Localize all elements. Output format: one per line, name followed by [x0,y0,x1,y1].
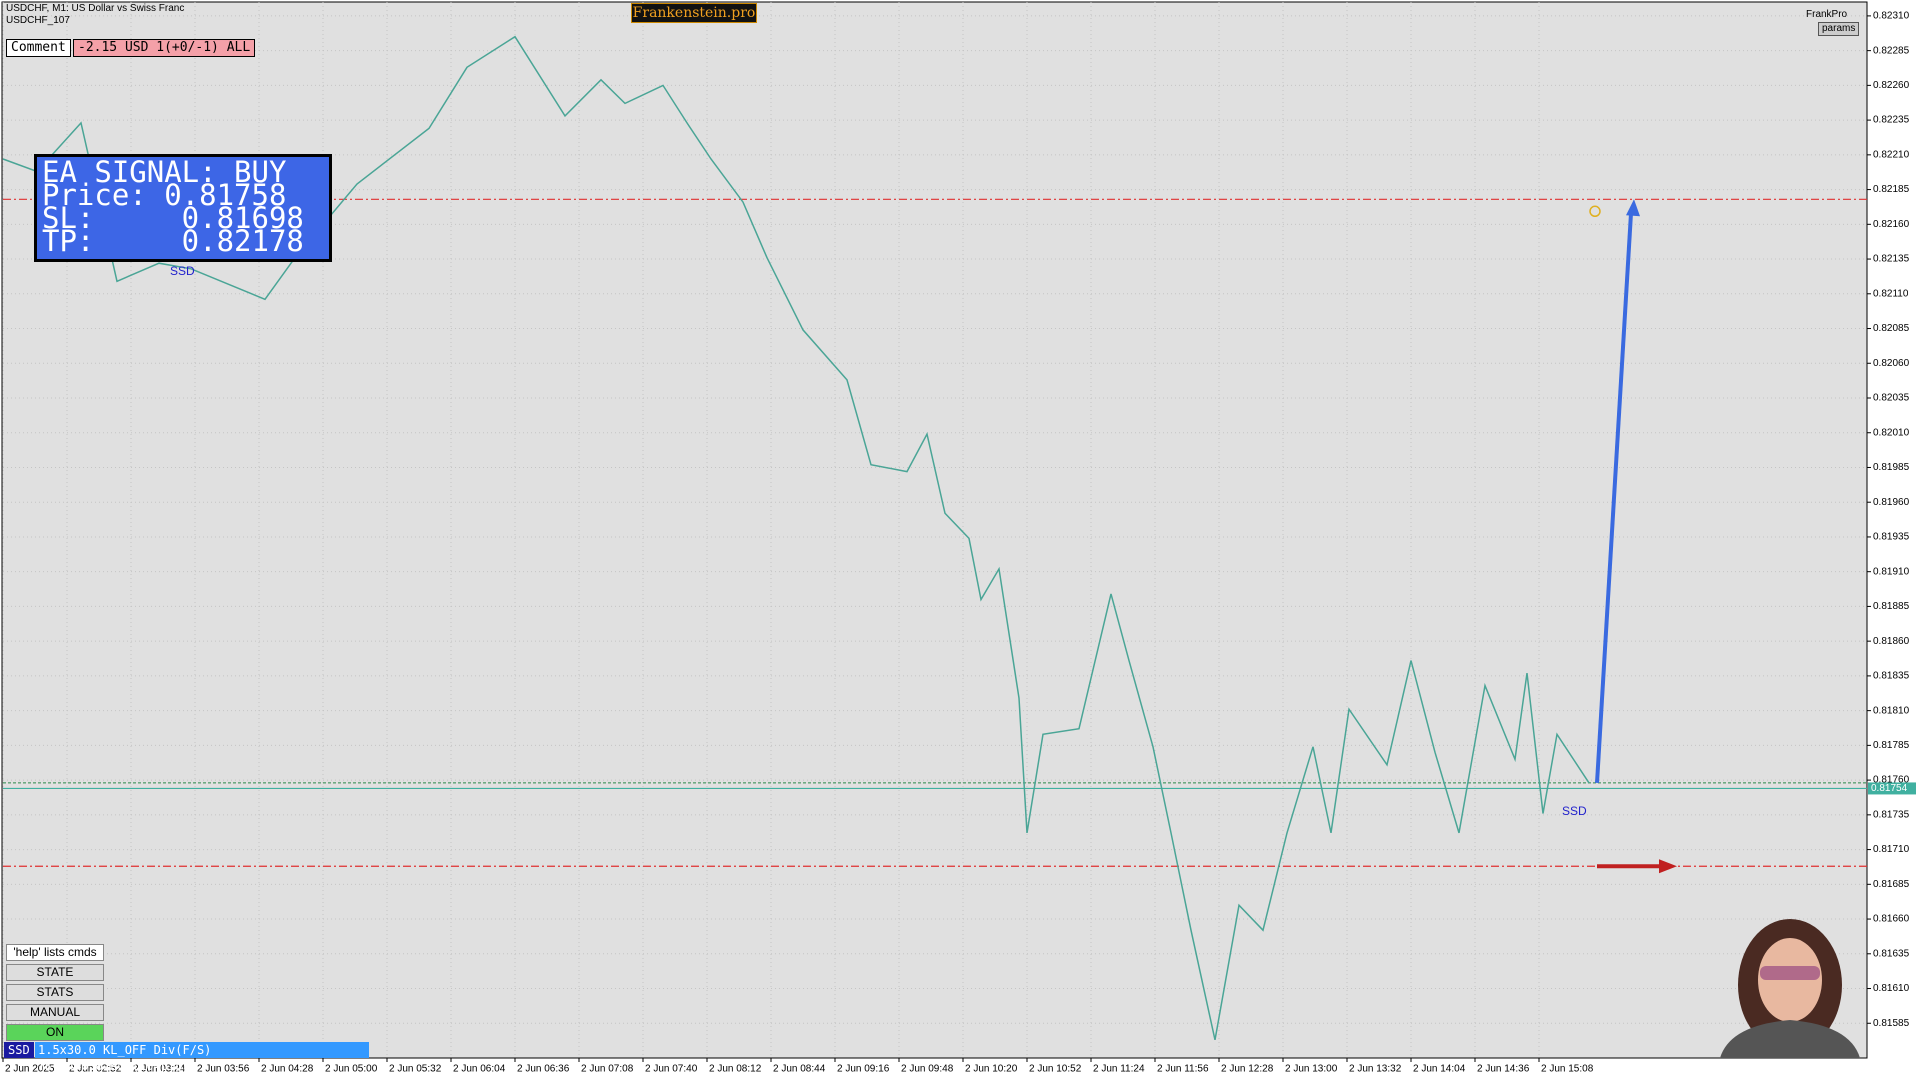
y-tick-label: 0.81985 [1873,462,1910,473]
x-tick-label: 2 Jun 07:08 [581,1064,634,1075]
signal-line: SL: 0.81698 [42,201,304,235]
x-tick-label: 2 Jun 06:36 [517,1064,570,1075]
y-tick-label: 0.81685 [1873,879,1910,890]
avatar [1720,919,1860,1058]
price-line [2,35,1590,1041]
y-tick-label: 0.81860 [1873,636,1910,647]
sl-arrow-head [1659,859,1677,874]
y-tick-label: 0.82285 [1873,45,1910,56]
brand: Frankenstein.pro [631,3,757,23]
ssd-label: SSD [170,264,195,278]
y-tick-label: 0.82085 [1873,323,1910,334]
y-tick-label: 0.81960 [1873,497,1910,508]
x-tick-label: 2 Jun 13:00 [1285,1064,1338,1075]
command-button[interactable]: STATS [6,984,104,1001]
y-tick-label: 0.82010 [1873,427,1910,438]
x-tick-label: 2 Jun 05:00 [325,1064,378,1075]
x-tick-label: 2 Jun 11:56 [1157,1064,1209,1075]
x-tick-label: 2 Jun 08:44 [773,1064,826,1075]
y-tick-label: 0.81885 [1873,601,1910,612]
y-tick-label: 0.82160 [1873,219,1910,230]
y-tick-label: 0.82260 [1873,80,1910,91]
y-tick-label: 0.81785 [1873,740,1910,751]
y-tick-label: 0.82310 [1873,11,1910,22]
symbol: USDCHF, M1: US Dollar vs Swiss Franc [6,3,185,14]
user: FrankPro [1806,9,1848,20]
x-tick-label: 2 Jun 12:28 [1221,1064,1274,1075]
y-tick-label: 0.81935 [1873,532,1910,543]
x-tick-label: 2 Jun 09:48 [901,1064,954,1075]
x-tick-label: 2 Jun 13:32 [1349,1064,1402,1075]
x-tick-label: 2 Jun 14:04 [1413,1064,1466,1075]
price-tag-label: 0.81754 [1871,783,1908,794]
y-tick-label: 0.81660 [1873,914,1910,925]
y-tick-label: 0.81735 [1873,809,1910,820]
command-button: 'help' lists cmds [6,944,104,961]
buy-arrow-head [1626,199,1640,217]
x-tick-label: 2 Jun 14:36 [1477,1064,1530,1075]
avatar-glasses [1760,966,1820,980]
x-tick-label: 2 Jun 15:08 [1541,1064,1594,1075]
y-tick-label: 0.82210 [1873,149,1910,160]
command-button[interactable]: ON [6,1024,104,1041]
x-tick-label: 2 Jun 02:52 [69,1064,122,1075]
y-tick-label: 0.82185 [1873,184,1910,195]
y-tick-label: 0.82110 [1873,288,1909,299]
x-tick-label: 2 Jun 10:20 [965,1064,1018,1075]
x-tick-label: 2 Jun 2025 [5,1064,55,1075]
tp-marker [1589,205,1601,218]
y-tick-label: 0.81585 [1873,1018,1910,1029]
x-tick-label: 2 Jun 09:16 [837,1064,890,1075]
status-tag: SSD [4,1042,34,1058]
x-tick-label: 2 Jun 03:24 [133,1064,186,1075]
y-tick-label: 0.81835 [1873,671,1910,682]
signal-line: TP: 0.82178 [42,224,304,258]
y-tick-label: 0.81910 [1873,566,1910,577]
signal-panel: EA SIGNAL: BUY Price: 0.81758 SL: 0.81698 T… [34,154,332,262]
avatar-body [1720,1020,1860,1058]
buy-arrow [1595,213,1633,784]
status-text: 1.5x30.0 KL_OFF Div(F/S) TK1.4=0.82605(1… [35,1042,369,1073]
y-tick-label: 0.81635 [1873,948,1910,959]
price-tag [1868,782,1916,795]
y-tick-label: 0.82135 [1873,254,1910,265]
command-button[interactable]: MANUAL [6,1004,104,1021]
x-tick-label: 2 Jun 03:56 [197,1064,250,1075]
signal-line: EA SIGNAL: BUY [42,155,287,189]
y-tick-label: 0.81760 [1873,775,1910,786]
command-button[interactable]: STATE [6,964,104,981]
x-tick-label: 2 Jun 08:12 [709,1064,762,1075]
comment-text: -2.15 USD 1(+0/-1) ALL [73,39,256,57]
comment-label: Comment [6,39,71,57]
x-tick-label: 2 Jun 07:40 [645,1064,698,1075]
x-tick-label: 2 Jun 05:32 [389,1064,442,1075]
x-tick-label: 2 Jun 11:24 [1093,1064,1145,1075]
params-button[interactable]: params [1818,22,1860,36]
ssd-label: SSD [1562,804,1587,818]
y-tick-label: 0.82035 [1873,393,1910,404]
y-tick-label: 0.82060 [1873,358,1910,369]
y-tick-label: 0.81810 [1873,705,1910,716]
signal-line: Price: 0.81758 [42,178,287,212]
y-tick-label: 0.81610 [1873,983,1910,994]
y-tick-label: 0.82235 [1873,115,1910,126]
account: USDCHF_107 [6,15,70,26]
x-tick-label: 2 Jun 04:28 [261,1064,314,1075]
x-tick-label: 2 Jun 10:52 [1029,1064,1082,1075]
y-tick-label: 0.81710 [1873,844,1910,855]
x-tick-label: 2 Jun 06:04 [453,1064,506,1075]
